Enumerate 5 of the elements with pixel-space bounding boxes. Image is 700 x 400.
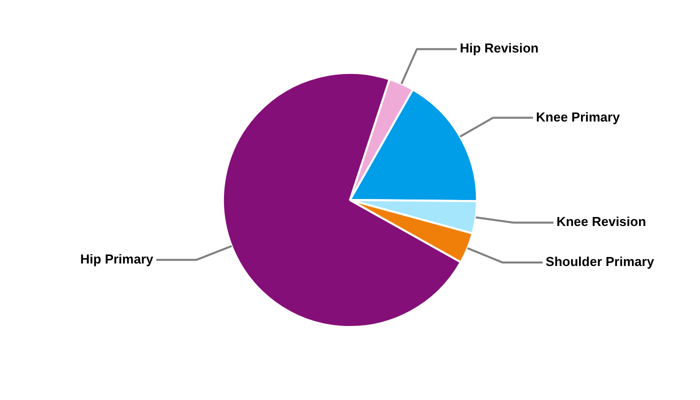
slice-label: Shoulder Primary [546,254,655,270]
slice-label: Knee Primary [536,109,621,124]
slice-label: Hip Primary [80,251,154,266]
slice-label: Hip Revision [460,40,539,56]
slice-label: Knee Revision [556,214,646,230]
